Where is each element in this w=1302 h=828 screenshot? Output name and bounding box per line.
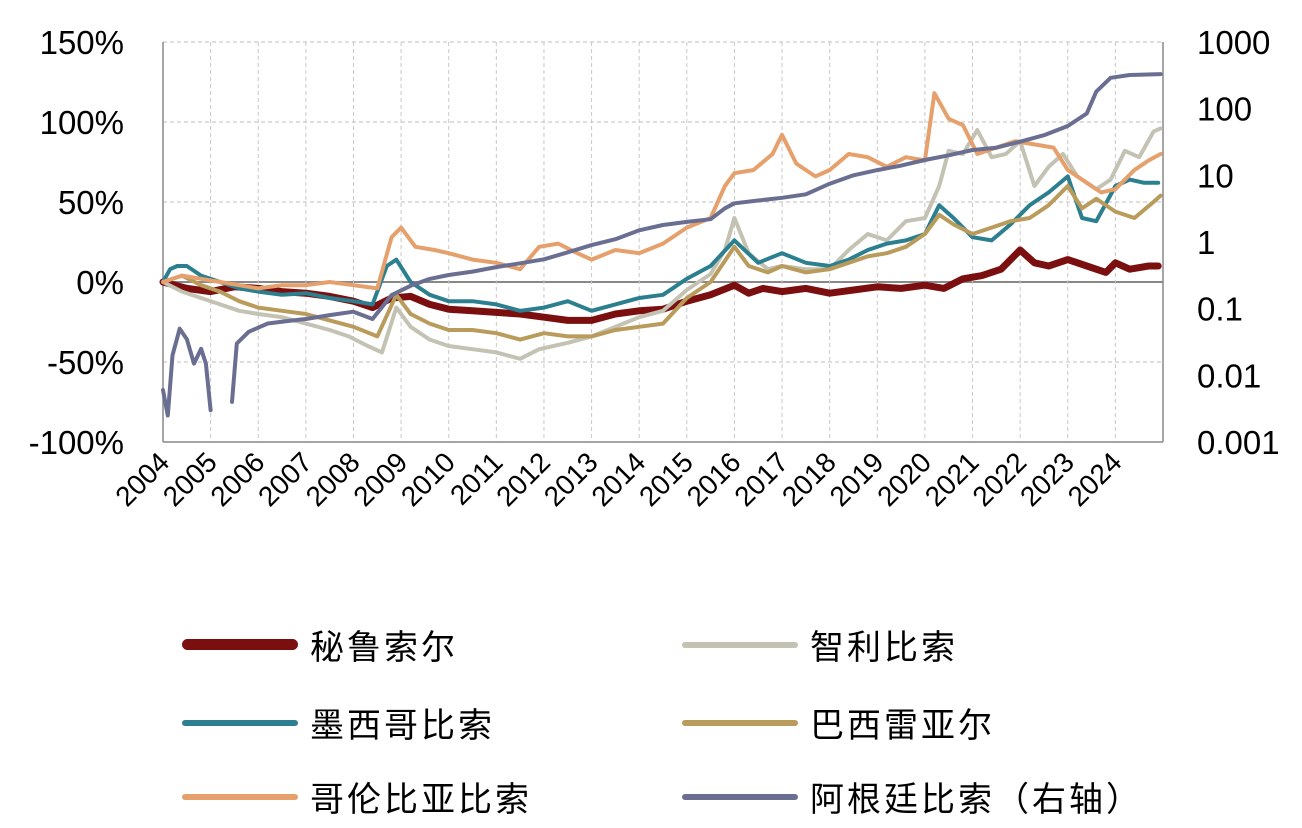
y-left-tick-label: 0% (76, 264, 124, 301)
legend-item-brl: 巴西雷亚尔 (682, 698, 995, 747)
legend-label-brl: 巴西雷亚尔 (810, 706, 995, 746)
x-axis: 2004200520062007200820092010201120122013… (109, 446, 1127, 512)
series-line-5-0 (161, 326, 213, 418)
x-tick-label: 2006 (205, 446, 271, 512)
x-tick-label: 2007 (252, 446, 318, 512)
legend-swatch-cop (182, 793, 298, 800)
x-tick-label: 2010 (395, 446, 461, 512)
legend-swatch-mxn (182, 719, 298, 726)
x-tick-label: 2022 (966, 446, 1032, 512)
y-right-tick-label: 10 (1197, 157, 1234, 194)
legend-swatch-clp (682, 641, 798, 648)
legend-label-mxn: 墨西哥比索 (310, 706, 495, 746)
x-tick-label: 2021 (919, 446, 985, 512)
y-left-tick-label: 100% (40, 104, 124, 141)
x-tick-label: 2020 (871, 446, 937, 512)
legend-label-pen: 秘鲁索尔 (310, 628, 458, 668)
x-tick-label: 2019 (824, 446, 890, 512)
legend: 秘鲁索尔 智利比索 墨西哥比索 巴西雷亚尔 哥伦比亚比索 阿根廷比索（右轴） (0, 600, 1302, 828)
x-tick-label: 2015 (633, 446, 699, 512)
y-left-tick-label: 50% (58, 184, 124, 221)
x-tick-label: 2023 (1014, 446, 1080, 512)
y-left-tick-label: -100% (29, 424, 124, 461)
y-right-tick-label: 1 (1197, 224, 1215, 261)
series-line-5-1 (230, 72, 1163, 404)
y-axis-right: 1000 100 10 1 0.1 0.01 0.001 (1197, 24, 1280, 461)
x-tick-label: 2011 (444, 446, 509, 511)
y-right-tick-label: 100 (1197, 91, 1252, 128)
y-right-tick-label: 0.01 (1197, 357, 1261, 394)
x-tick-label: 2024 (1062, 446, 1128, 512)
series-lines (159, 72, 1163, 418)
x-tick-label: 2018 (776, 446, 842, 512)
y-right-tick-label: 0.001 (1197, 424, 1280, 461)
legend-item-ars: 阿根廷比索（右轴） (682, 772, 1143, 821)
y-axis-left: 150% 100% 50% 0% -50% -100% (29, 24, 124, 461)
y-left-tick-label: 150% (40, 24, 124, 61)
y-right-tick-label: 1000 (1197, 24, 1270, 61)
x-tick-label: 2017 (728, 446, 794, 512)
legend-item-cop: 哥伦比亚比索 (182, 772, 532, 821)
legend-swatch-pen (182, 639, 298, 650)
legend-swatch-brl (682, 719, 798, 726)
legend-label-ars: 阿根廷比索（右轴） (810, 780, 1143, 820)
legend-item-pen: 秘鲁索尔 (182, 620, 458, 669)
x-tick-label: 2005 (157, 446, 223, 512)
x-tick-label: 2008 (300, 446, 366, 512)
x-tick-label: 2012 (490, 446, 556, 512)
legend-item-clp: 智利比索 (682, 620, 958, 669)
series-line-3-0 (161, 184, 1163, 342)
legend-label-cop: 哥伦比亚比索 (310, 780, 532, 820)
legend-item-mxn: 墨西哥比索 (182, 698, 495, 747)
legend-label-clp: 智利比索 (810, 628, 958, 668)
y-left-tick-label: -50% (47, 344, 124, 381)
series-line-2-0 (161, 174, 1161, 313)
x-tick-label: 2014 (585, 446, 651, 512)
currency-chart: 150% 100% 50% 0% -50% -100% 1000 100 10 1 0.1 0.01… (29, 24, 1280, 512)
y-right-tick-label: 0.1 (1197, 291, 1243, 328)
x-tick-label: 2009 (347, 446, 413, 512)
x-tick-label: 2013 (538, 446, 604, 512)
x-tick-label: 2016 (681, 446, 747, 512)
legend-swatch-ars (682, 793, 798, 800)
